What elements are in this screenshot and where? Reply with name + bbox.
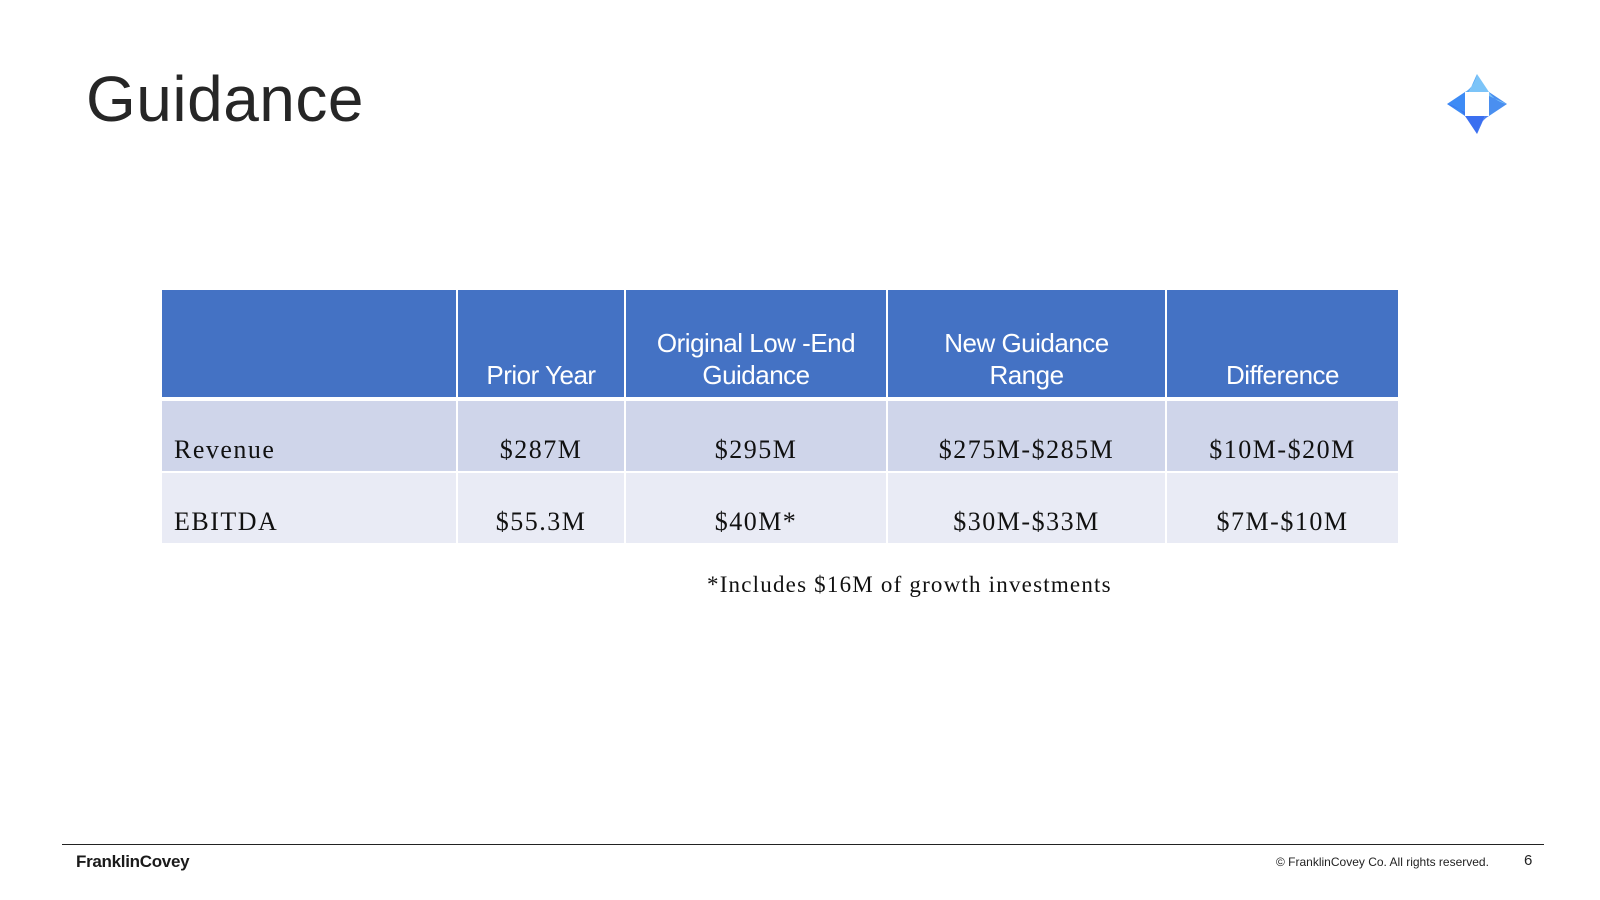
header-prior-year: Prior Year bbox=[456, 290, 626, 401]
cell-original-guidance: $295M bbox=[624, 399, 888, 473]
cell-difference: $10M-$20M bbox=[1165, 399, 1400, 473]
guidance-table: Prior Year Original Low -End Guidance Ne… bbox=[160, 290, 1400, 543]
compass-star-icon bbox=[1447, 74, 1507, 134]
cell-prior-year: $287M bbox=[456, 399, 626, 473]
row-label-ebitda: EBITDA bbox=[160, 472, 458, 543]
cell-new-range: $275M-$285M bbox=[886, 399, 1167, 473]
slide-title: Guidance bbox=[86, 63, 364, 135]
cell-original-guidance: $40M* bbox=[624, 472, 888, 543]
table-row: EBITDA $55.3M $40M* $30M-$33M $7M-$10M bbox=[160, 472, 1400, 543]
cell-difference: $7M-$10M bbox=[1165, 472, 1400, 543]
row-label-revenue: Revenue bbox=[160, 399, 458, 473]
page-number: 6 bbox=[1524, 852, 1533, 869]
footer-divider bbox=[62, 844, 1544, 845]
footnote: *Includes $16M of growth investments bbox=[707, 572, 1112, 597]
cell-new-range: $30M-$33M bbox=[886, 472, 1167, 543]
header-original-guidance: Original Low -End Guidance bbox=[624, 290, 888, 401]
cell-prior-year: $55.3M bbox=[456, 472, 626, 543]
header-difference: Difference bbox=[1165, 290, 1400, 401]
brand-logo: FranklinCovey bbox=[76, 852, 190, 871]
table-row: Revenue $287M $295M $275M-$285M $10M-$20… bbox=[160, 399, 1400, 473]
table-header-row: Prior Year Original Low -End Guidance Ne… bbox=[160, 290, 1400, 401]
header-new-guidance-range: New Guidance Range bbox=[886, 290, 1167, 401]
header-blank bbox=[160, 290, 458, 401]
copyright-notice: © FranklinCovey Co. All rights reserved. bbox=[1276, 855, 1489, 869]
